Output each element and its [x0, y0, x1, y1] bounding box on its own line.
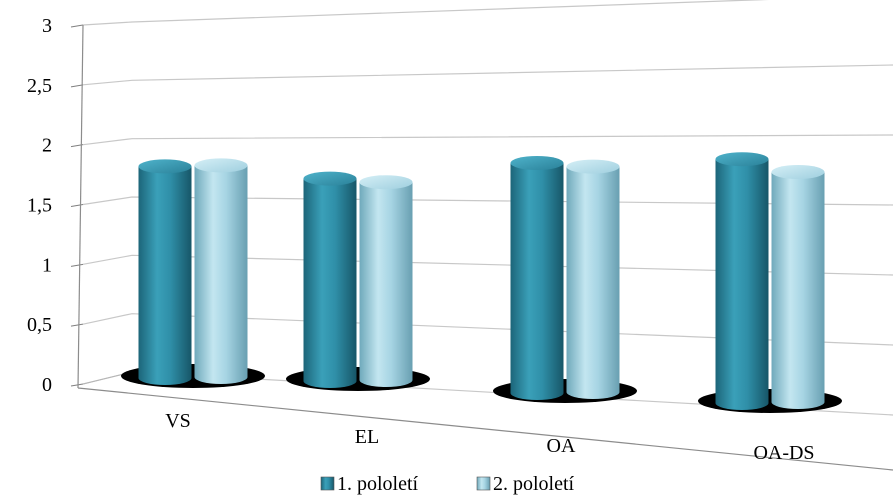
bar-body — [510, 163, 564, 401]
y-tick-label: 1 — [42, 254, 52, 276]
bar-cap — [303, 171, 357, 186]
bar — [194, 158, 248, 384]
gridline — [82, 0, 769, 26]
bar — [359, 175, 413, 388]
tick-mark — [70, 84, 84, 88]
tick-mark — [70, 323, 84, 327]
tick-mark — [70, 204, 84, 207]
category-label: OA-DS — [753, 442, 814, 464]
bar-body — [194, 165, 248, 384]
bar-body — [359, 182, 413, 388]
tick-mark — [70, 383, 84, 387]
bar-body — [138, 166, 192, 386]
bar-body — [715, 159, 769, 410]
category-label: EL — [355, 426, 379, 448]
legend-label: 1. pololetí — [337, 473, 419, 495]
x-axis-category-labels: VS EL OA OA-DS — [165, 410, 814, 464]
gridline — [82, 254, 893, 276]
bar-cap — [194, 158, 248, 173]
gridline — [82, 313, 893, 346]
gridlines — [70, 0, 893, 416]
gridline — [82, 134, 893, 146]
bar-cap — [566, 159, 620, 174]
category-label: VS — [165, 410, 191, 432]
bars — [121, 152, 842, 413]
legend-swatch — [476, 476, 491, 491]
bar-cap — [771, 165, 825, 179]
bar — [771, 165, 825, 409]
y-axis-line — [77, 24, 84, 389]
bar — [510, 156, 564, 401]
bar-body — [303, 178, 357, 388]
y-tick-label: 0,5 — [27, 314, 52, 336]
legend-item: 1. pololetí — [320, 473, 419, 495]
bar — [138, 159, 192, 386]
bar — [303, 171, 357, 388]
y-tick-label: 2 — [42, 135, 52, 157]
bar — [566, 159, 620, 400]
gridline — [82, 196, 893, 206]
legend-label: 2. pololetí — [493, 473, 575, 495]
tick-mark — [70, 24, 84, 28]
bar-cap — [138, 159, 192, 174]
y-tick-label: 1,5 — [27, 195, 52, 217]
bar-cap — [715, 152, 769, 167]
bar-body — [771, 172, 825, 409]
tick-mark — [70, 263, 84, 267]
category-label: OA — [547, 435, 576, 457]
legend-item: 2. pololetí — [476, 473, 575, 495]
gridline — [82, 64, 893, 86]
bar-cap — [359, 175, 413, 190]
y-tick-label: 0 — [42, 374, 52, 396]
bar-body — [566, 166, 620, 400]
x-axis-line — [77, 387, 893, 471]
y-axis-tick-labels: 0 0,5 1 1,5 2 2,5 3 — [27, 15, 52, 396]
y-tick-label: 2,5 — [27, 75, 52, 97]
y-tick-label: 3 — [42, 15, 52, 37]
legend: 1. pololetí 2. pololetí — [320, 473, 575, 495]
bar — [715, 152, 769, 410]
legend-swatch — [320, 476, 335, 491]
bar-cap — [510, 156, 564, 170]
